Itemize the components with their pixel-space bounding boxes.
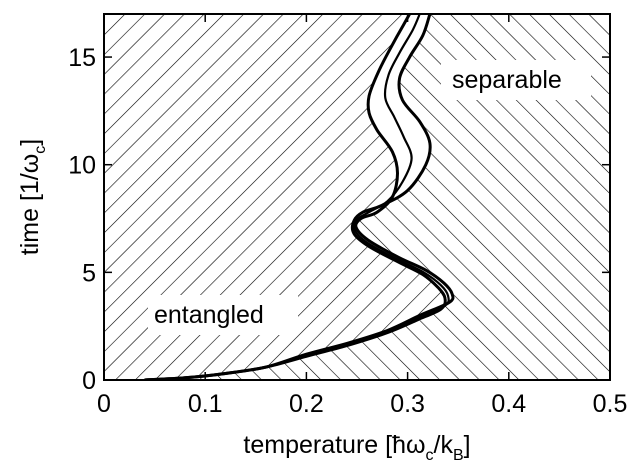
y-axis-label: time [1/ωc] [16, 139, 49, 255]
y-axis-label-prefix: time [1/ [16, 173, 44, 255]
y-tick-label: 15 [68, 44, 96, 72]
x-tick-label: 0.5 [593, 390, 628, 418]
x-axis-label-suffix: ] [464, 431, 471, 459]
y-axis-label-suffix: ] [16, 139, 44, 146]
y-axis-label-omega: ω [16, 154, 44, 174]
x-axis-label-k-sub: B [453, 447, 464, 464]
label-background-entangled [148, 295, 298, 335]
x-axis-label-hbar: ħ [392, 431, 406, 459]
y-tick-label: 10 [68, 152, 96, 180]
x-tick-label: 0.2 [289, 390, 324, 418]
y-axis-label-omega-sub: c [32, 146, 49, 154]
x-tick-label: 0.4 [491, 390, 526, 418]
x-axis-ticks: 0 0.1 0.2 0.3 0.4 0.5 [97, 14, 627, 418]
separable-region [144, 14, 610, 380]
label-background-separable [441, 60, 591, 100]
boundary-curves [144, 14, 455, 380]
y-tick-label: 5 [82, 259, 96, 287]
y-tick-label: 0 [82, 367, 96, 395]
series-line-boundary-middle [144, 14, 450, 380]
plot-frame [103, 13, 611, 381]
x-axis-label: temperature [ħωc/kB] [243, 431, 470, 464]
x-axis-label-slash: /k [434, 431, 454, 459]
x-axis-label-prefix: temperature [ [243, 431, 392, 459]
series-line-boundary-lower [144, 14, 447, 380]
region-label-entangled: entangled [154, 301, 264, 329]
entangled-region [104, 14, 453, 380]
x-tick-label: 0.1 [188, 390, 223, 418]
series-line-boundary-upper [144, 14, 455, 380]
y-axis-ticks: 0 5 10 15 [68, 44, 610, 395]
boundary-band [144, 14, 453, 380]
x-tick-label: 0.3 [390, 390, 425, 418]
x-axis-label-omega: ω [406, 431, 426, 459]
x-axis-label-omega-sub: c [426, 447, 434, 464]
x-tick-label: 0 [97, 390, 111, 418]
region-label-separable: separable [452, 66, 562, 94]
